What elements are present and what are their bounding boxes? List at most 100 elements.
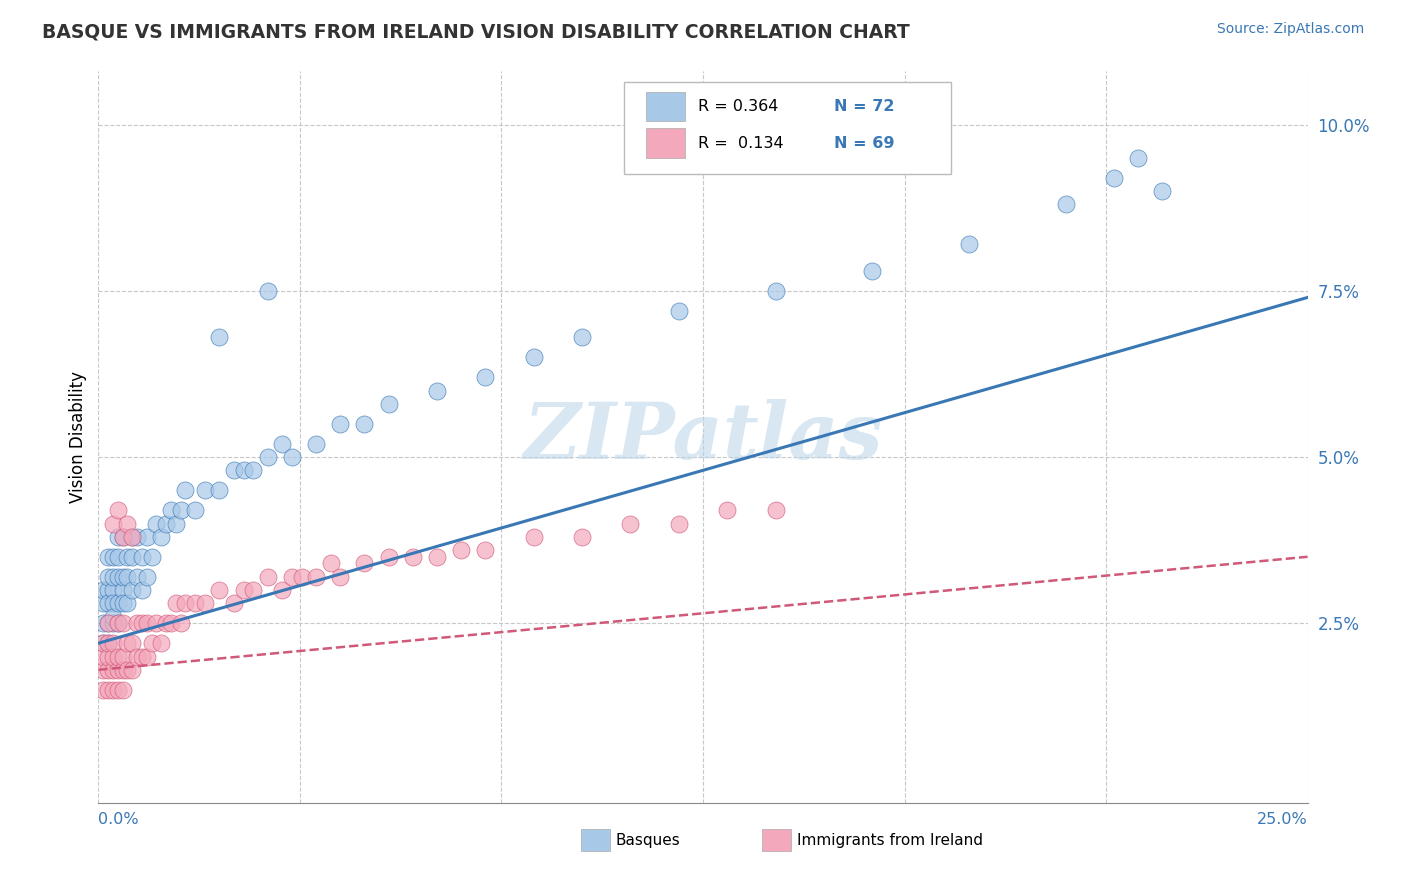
Point: [101, 596, 124, 610]
Point: [117, 636, 139, 650]
Point: [111, 616, 134, 631]
Point: [184, 503, 207, 517]
Text: N = 69: N = 69: [834, 136, 894, 151]
Point: [169, 616, 191, 631]
Point: [141, 636, 163, 650]
Text: N = 72: N = 72: [834, 99, 894, 114]
Point: [107, 596, 129, 610]
Point: [523, 530, 546, 544]
Point: [101, 570, 124, 584]
Point: [150, 530, 173, 544]
Point: [232, 582, 254, 597]
Point: [135, 570, 157, 584]
Point: [101, 682, 124, 697]
Point: [155, 616, 177, 631]
FancyBboxPatch shape: [647, 128, 685, 158]
Point: [91, 616, 114, 631]
Point: [107, 616, 129, 631]
Point: [474, 370, 496, 384]
Point: [194, 483, 217, 498]
Point: [91, 636, 114, 650]
Point: [117, 663, 139, 677]
Point: [97, 663, 120, 677]
Point: [1054, 197, 1077, 211]
Point: [91, 682, 114, 697]
Point: [426, 549, 449, 564]
Point: [184, 596, 207, 610]
Point: [111, 663, 134, 677]
Text: Immigrants from Ireland: Immigrants from Ireland: [797, 832, 983, 847]
Point: [160, 503, 183, 517]
FancyBboxPatch shape: [581, 830, 610, 851]
Point: [194, 596, 217, 610]
Point: [402, 549, 425, 564]
Point: [97, 636, 120, 650]
Point: [127, 530, 149, 544]
Point: [208, 582, 231, 597]
Point: [101, 636, 124, 650]
Point: [101, 549, 124, 564]
Point: [271, 582, 294, 597]
Point: [165, 516, 187, 531]
Point: [91, 649, 114, 664]
Point: [107, 530, 129, 544]
Point: [222, 463, 245, 477]
Point: [101, 516, 124, 531]
Point: [127, 616, 149, 631]
Point: [305, 570, 328, 584]
Point: [111, 530, 134, 544]
Point: [281, 570, 304, 584]
Point: [329, 570, 352, 584]
Point: [860, 264, 883, 278]
Point: [127, 570, 149, 584]
Point: [290, 570, 312, 584]
Point: [101, 663, 124, 677]
Point: [111, 582, 134, 597]
Point: [121, 549, 143, 564]
Point: [91, 582, 114, 597]
Point: [131, 549, 153, 564]
Point: [450, 543, 472, 558]
FancyBboxPatch shape: [762, 830, 792, 851]
Point: [107, 663, 129, 677]
Point: [107, 682, 129, 697]
Point: [131, 649, 153, 664]
Point: [91, 596, 114, 610]
Point: [957, 237, 980, 252]
Point: [135, 649, 157, 664]
Point: [571, 530, 593, 544]
Point: [101, 609, 124, 624]
Point: [353, 557, 375, 571]
Point: [101, 649, 124, 664]
Point: [111, 682, 134, 697]
Point: [111, 596, 134, 610]
Y-axis label: Vision Disability: Vision Disability: [69, 371, 87, 503]
Point: [117, 516, 139, 531]
Point: [377, 549, 399, 564]
Point: [377, 397, 399, 411]
Point: [97, 616, 120, 631]
Point: [319, 557, 342, 571]
Point: [353, 417, 375, 431]
Point: [208, 330, 231, 344]
Point: [765, 503, 787, 517]
Point: [97, 582, 120, 597]
Point: [1128, 151, 1150, 165]
Point: [150, 636, 173, 650]
Point: [619, 516, 641, 531]
Point: [232, 463, 254, 477]
Point: [174, 596, 197, 610]
Point: [668, 303, 690, 318]
Point: [571, 330, 593, 344]
Point: [97, 682, 120, 697]
Point: [97, 649, 120, 664]
Point: [131, 616, 153, 631]
Text: Basques: Basques: [616, 832, 681, 847]
Point: [305, 436, 328, 450]
Text: R =  0.134: R = 0.134: [699, 136, 783, 151]
Point: [97, 616, 120, 631]
Point: [160, 616, 183, 631]
Point: [426, 384, 449, 398]
Point: [107, 549, 129, 564]
Point: [107, 616, 129, 631]
